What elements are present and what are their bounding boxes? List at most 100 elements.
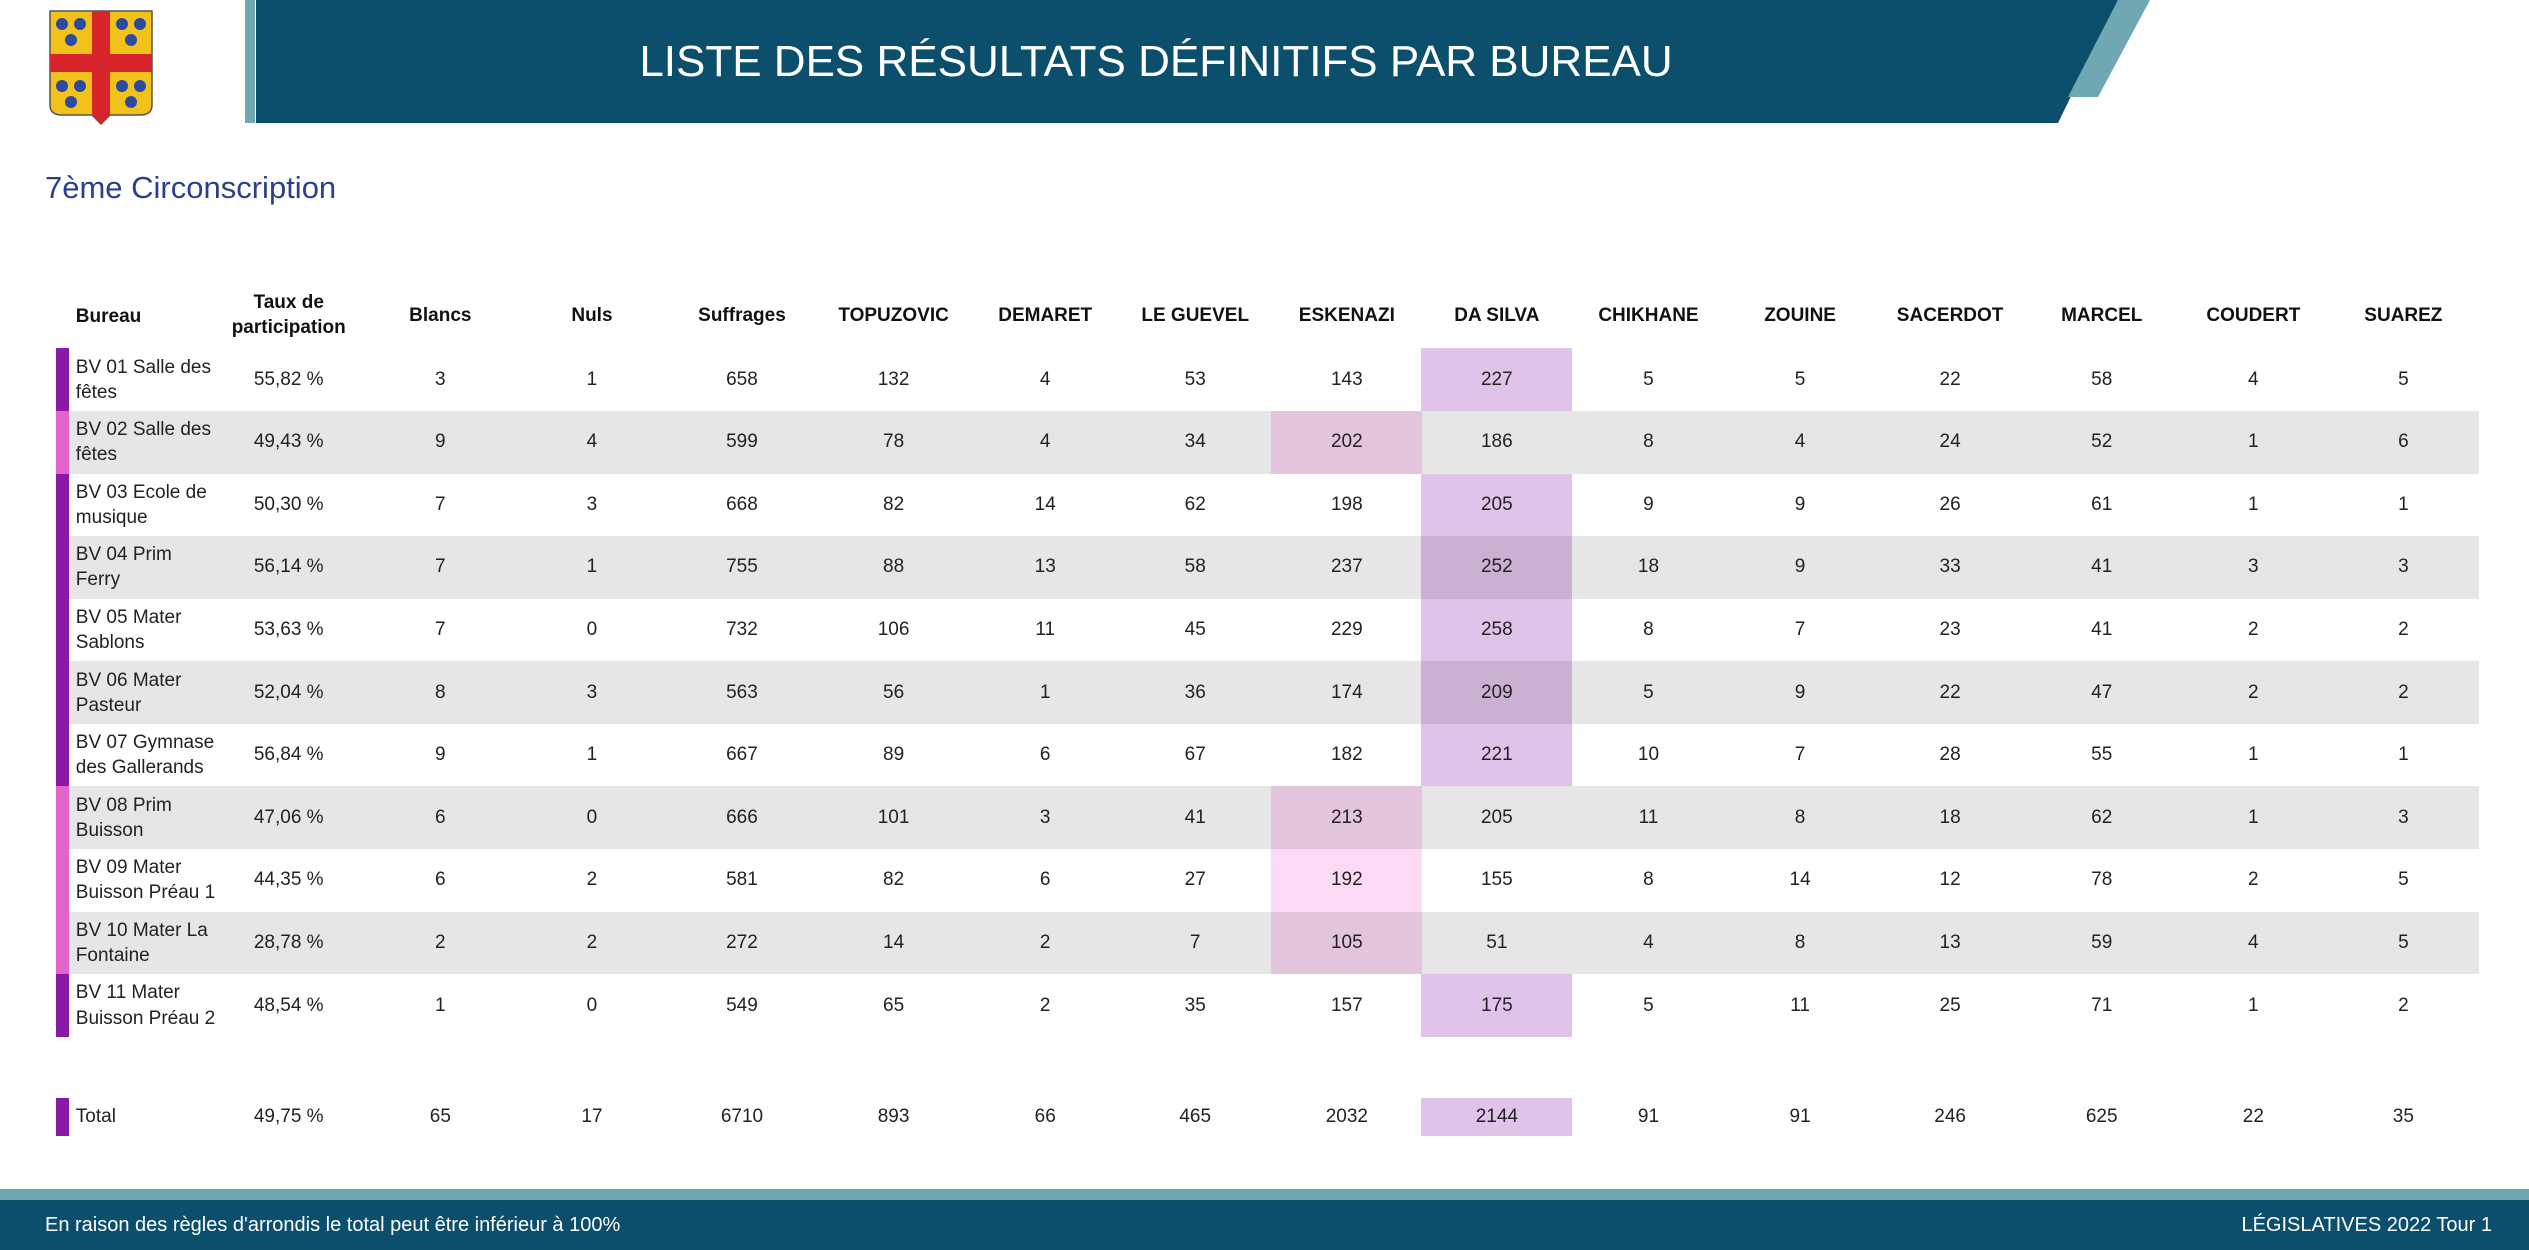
winner-bar xyxy=(56,849,70,912)
cell-value: 1 xyxy=(586,744,598,766)
cell-value: 44,35 % xyxy=(253,869,324,891)
cell-value: 4 xyxy=(586,431,598,453)
cell-value: 35 xyxy=(2392,1105,2414,1127)
cell-value: 186 xyxy=(1480,431,1513,453)
cell-value: 27 xyxy=(1184,869,1206,891)
cell-value: 8 xyxy=(1794,931,1806,953)
footer-election: LÉGISLATIVES 2022 Tour 1 xyxy=(2241,1213,2492,1236)
row-background xyxy=(56,410,2480,474)
cell-value: 465 xyxy=(1179,1105,1212,1127)
cell-value: 47 xyxy=(2091,681,2113,703)
cell-value: 1 xyxy=(2248,493,2259,515)
winner-cell xyxy=(1271,911,1423,975)
cell-value: 4 xyxy=(1039,368,1051,390)
winner-bar xyxy=(56,598,70,662)
cell-value: 9 xyxy=(1794,681,1806,703)
cell-value: 581 xyxy=(726,869,758,891)
winner-cell xyxy=(1421,348,1573,411)
winner-bar xyxy=(56,911,70,975)
column-header: Suffrages xyxy=(698,304,786,326)
cell-value: 14 xyxy=(883,931,905,953)
cell-value: 198 xyxy=(1330,493,1363,515)
cell-value: 58 xyxy=(2091,368,2113,390)
cell-value: 9 xyxy=(435,431,446,453)
cell-value: 2 xyxy=(1039,994,1051,1016)
cell-value: 106 xyxy=(877,619,910,641)
column-header: Bureau xyxy=(75,305,142,327)
bureau-name: BV 04 Prim Ferry xyxy=(75,544,172,591)
cell-value: 252 xyxy=(1480,556,1513,578)
cell-value: 6 xyxy=(435,806,446,828)
cell-value: 18 xyxy=(1939,806,1961,828)
column-header: COUDERT xyxy=(2206,304,2301,326)
cell-value: 202 xyxy=(1330,431,1363,453)
cell-value: 56,84 % xyxy=(253,744,324,766)
cell-value: 11 xyxy=(1035,619,1056,641)
row-background xyxy=(56,911,2480,975)
winner-cell xyxy=(1421,598,1573,662)
winner-cell xyxy=(1421,661,1573,724)
cell-value: 53 xyxy=(1184,368,1206,390)
cell-value: 6 xyxy=(435,869,446,891)
cell-value: 55 xyxy=(2091,744,2113,766)
column-header: DEMARET xyxy=(998,304,1093,326)
bureau-name: BV 10 Mater La Fontaine xyxy=(75,919,208,966)
cell-value: 1 xyxy=(2248,806,2259,828)
cell-value: 1 xyxy=(586,368,598,390)
cell-value: 7 xyxy=(1794,619,1806,641)
winner-cell xyxy=(1421,473,1573,537)
cell-value: 2 xyxy=(2398,619,2409,641)
cell-value: 6 xyxy=(1039,869,1051,891)
cell-value: 4 xyxy=(1039,431,1051,453)
cell-value: 155 xyxy=(1480,869,1513,891)
cell-value: 10 xyxy=(1637,744,1660,766)
subtitle: 7ème Circonscription xyxy=(45,170,337,205)
cell-value: 23 xyxy=(1939,619,1961,641)
cell-value: 12 xyxy=(1939,869,1961,891)
cell-value: 227 xyxy=(1480,368,1513,390)
cell-value: 8 xyxy=(1794,806,1806,828)
footer-band xyxy=(0,1200,2529,1250)
cell-value: 2144 xyxy=(1475,1105,1518,1127)
cell-value: 67 xyxy=(1184,744,1206,766)
cell-value: 28 xyxy=(1939,744,1961,766)
cell-value: 1 xyxy=(2248,994,2259,1016)
cell-value: 82 xyxy=(883,869,905,891)
cell-value: 2 xyxy=(586,869,598,891)
cell-value: 3 xyxy=(2398,556,2409,578)
cell-value: 213 xyxy=(1330,806,1363,828)
cell-value: 52,04 % xyxy=(253,681,324,703)
bureau-name: BV 02 Salle des fêtes xyxy=(75,419,211,466)
cell-value: 0 xyxy=(586,619,598,641)
cell-value: 175 xyxy=(1480,994,1513,1016)
cell-value: 258 xyxy=(1480,619,1513,641)
cell-value: 11 xyxy=(1790,994,1810,1016)
cell-value: 668 xyxy=(726,493,758,515)
cell-value: 91 xyxy=(1789,1105,1811,1127)
bureau-name: BV 09 Mater Buisson Préau 1 xyxy=(75,857,216,904)
logo xyxy=(49,10,153,126)
cell-value: 14 xyxy=(1034,493,1056,515)
cell-value: 246 xyxy=(1934,1105,1966,1127)
winner-bar xyxy=(56,1098,70,1136)
cell-value: 9 xyxy=(1794,556,1806,578)
cell-value: 3 xyxy=(586,493,598,515)
cell-value: 157 xyxy=(1330,994,1363,1016)
cell-value: 732 xyxy=(726,619,758,641)
row-background xyxy=(56,786,2480,850)
cell-value: 41 xyxy=(2091,556,2113,578)
cell-value: 1 xyxy=(2398,493,2409,515)
header-band xyxy=(256,0,2118,123)
cell-value: 7 xyxy=(435,619,446,641)
winner-cell xyxy=(1271,786,1423,850)
cell-value: 71 xyxy=(2091,994,2113,1016)
cell-value: 599 xyxy=(726,431,758,453)
cell-value: 41 xyxy=(1184,806,1206,828)
cell-value: 62 xyxy=(1184,493,1206,515)
cell-value: 33 xyxy=(1939,556,1961,578)
cell-value: 45 xyxy=(1184,619,1206,641)
cell-value: 47,06 % xyxy=(253,806,324,828)
cell-value: 5 xyxy=(2398,931,2409,953)
bureau-name: BV 11 Mater Buisson Préau 2 xyxy=(75,982,216,1029)
